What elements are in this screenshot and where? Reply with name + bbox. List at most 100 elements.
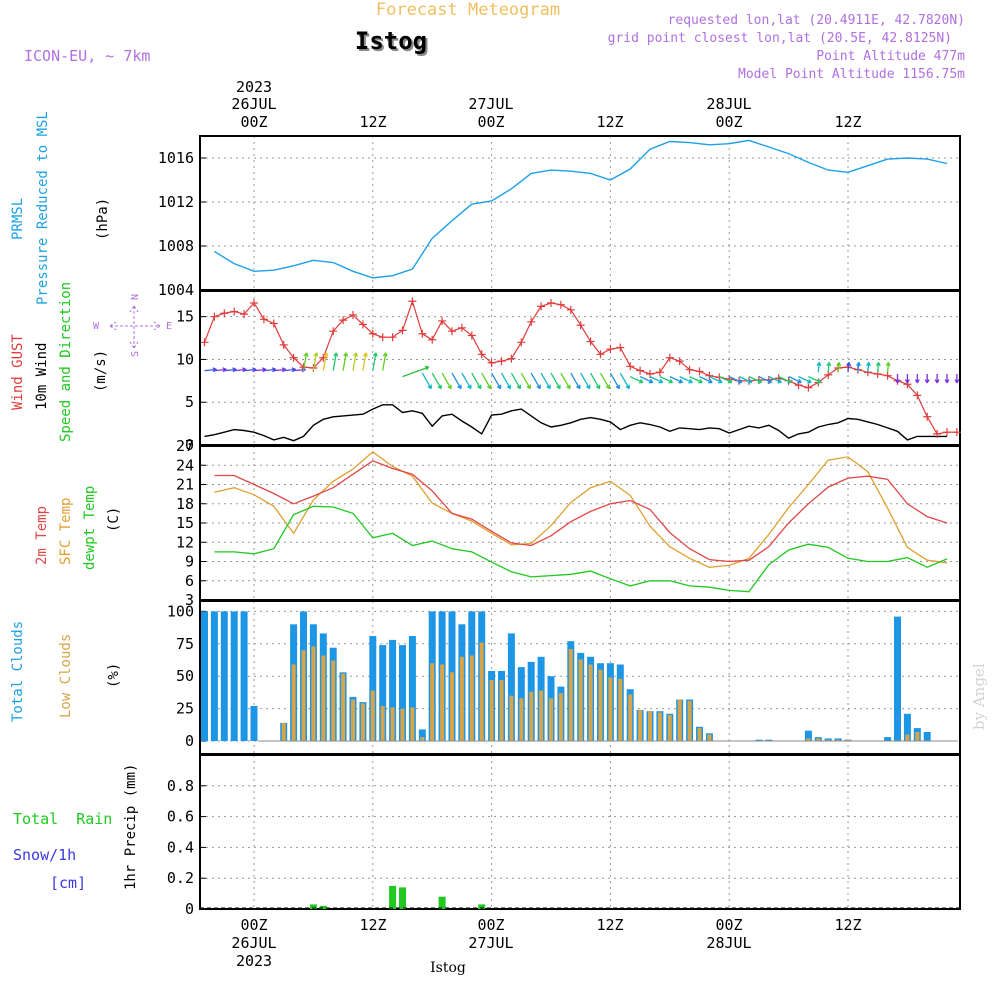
bottom-tick-label: 12Z [834, 916, 861, 934]
wind-direction-arrow [728, 376, 743, 384]
gust-marker [259, 315, 268, 324]
low-cloud-bar [529, 691, 534, 742]
wind-direction-arrow [481, 372, 492, 390]
gust-marker [566, 305, 575, 314]
gust-marker [626, 362, 635, 371]
wind-direction-arrow [461, 372, 472, 390]
wind-direction-arrow [699, 376, 713, 384]
rain-bar [399, 887, 406, 909]
low-cloud-bar [360, 703, 365, 741]
bottom-tick-label: 12Z [359, 916, 386, 934]
low-cloud-bar [816, 738, 821, 741]
clouds-ytick-label: 100 [167, 602, 194, 620]
dewpt-label: dewpt Temp [82, 486, 98, 570]
low-cloud-bar [628, 694, 633, 742]
compass-east: E [166, 321, 172, 332]
precip-ytick-label: 0.2 [167, 869, 194, 887]
top-tick-label: 00Z [477, 113, 504, 131]
low-cloud-bar [420, 737, 425, 741]
low-cloud-bar [806, 738, 811, 741]
wind-ytick-label: 0 [185, 436, 194, 454]
pressure-ytick-label: 1008 [158, 237, 194, 255]
wind-speed-line [204, 404, 947, 442]
direction-label: Speed and Direction [58, 282, 74, 442]
gust-marker [665, 353, 674, 362]
wind-direction-arrow [649, 376, 664, 384]
low-cloud-bar [697, 728, 702, 742]
wind-direction-arrow [944, 374, 950, 384]
rain-bar [389, 885, 397, 909]
gust-marker [418, 329, 427, 338]
bottom-date-3: 28JUL [706, 934, 751, 952]
gust-marker [933, 429, 942, 438]
low-cloud-bar [301, 650, 306, 742]
gust-marker [606, 345, 615, 354]
wind-direction-arrow [441, 372, 452, 390]
low-cloud-bar [370, 690, 375, 742]
top-year: 2023 [236, 78, 272, 96]
total-cloud-bar [369, 636, 377, 741]
temp-unit: (C) [106, 507, 122, 532]
gust-marker [457, 323, 466, 332]
wind-direction-arrow [580, 372, 591, 390]
wind-direction-arrow [560, 372, 571, 390]
top-date-2: 27JUL [468, 95, 513, 113]
temp-ytick-label: 24 [176, 456, 194, 474]
total-cloud-bar [210, 611, 218, 742]
wind-direction-arrow [431, 372, 442, 390]
bottom-tick-label: 00Z [715, 916, 742, 934]
gust-marker [804, 383, 813, 392]
bottom-tick-label: 12Z [596, 916, 623, 934]
low-cloud-bar [311, 646, 316, 742]
total-cloud-bar [418, 729, 426, 742]
pressure-label: PRMSL [10, 198, 26, 240]
wind-direction-arrow [709, 376, 723, 384]
gust-marker [388, 333, 397, 342]
total-cloud-bar [903, 713, 911, 741]
total-cloud-bar [379, 645, 387, 741]
gust-marker [655, 368, 664, 377]
gust-marker [675, 357, 684, 366]
compass-rose: N S E W [93, 294, 172, 357]
temp-ytick-label: 12 [176, 533, 194, 551]
low-cloud-bar [677, 699, 682, 741]
wind-direction-arrow [491, 372, 502, 390]
pressure-ytick-label: 1004 [158, 281, 194, 299]
wind-direction-arrow [312, 352, 319, 371]
low-cloud-bar [608, 677, 613, 741]
gust-marker [477, 350, 486, 359]
wind-direction-arrow [550, 372, 561, 390]
total-cloud-bar [923, 732, 931, 742]
gust-marker [408, 297, 417, 306]
temp-ytick-label: 9 [185, 553, 194, 571]
wind-direction-arrow [500, 372, 512, 390]
top-tick-label: 00Z [715, 113, 742, 131]
wind-direction-arrow [372, 352, 378, 371]
gust-marker [952, 428, 961, 437]
wind-direction-arrow [689, 376, 703, 384]
total-cloud-bar [240, 611, 248, 742]
gust-marker [428, 335, 437, 344]
gust-marker [576, 321, 585, 330]
low-cloud-bar [519, 698, 524, 741]
temp-ytick-label: 21 [176, 476, 194, 494]
gust-marker [240, 310, 249, 319]
total-cloud-bar [408, 636, 416, 741]
wind-direction-arrow [639, 376, 654, 384]
wind-direction-arrow [629, 376, 644, 384]
gust-marker [586, 337, 595, 346]
wind-direction-arrow [471, 372, 482, 390]
pressure-ytick-label: 1012 [158, 193, 194, 211]
sfc-temp-label: SFC Temp [58, 498, 74, 565]
wind-direction-arrow [719, 376, 733, 384]
low-cloud-bar [509, 695, 514, 742]
pressure-ytick-label: 1016 [158, 149, 194, 167]
low-cloud-bar [568, 649, 573, 742]
low-cloud-bar [558, 693, 563, 742]
low-cloud-bar [469, 655, 474, 742]
low-cloud-bar [321, 655, 326, 742]
wind-direction-arrow [826, 361, 832, 373]
gust-marker [547, 298, 555, 307]
total-cloud-bar [201, 611, 208, 742]
